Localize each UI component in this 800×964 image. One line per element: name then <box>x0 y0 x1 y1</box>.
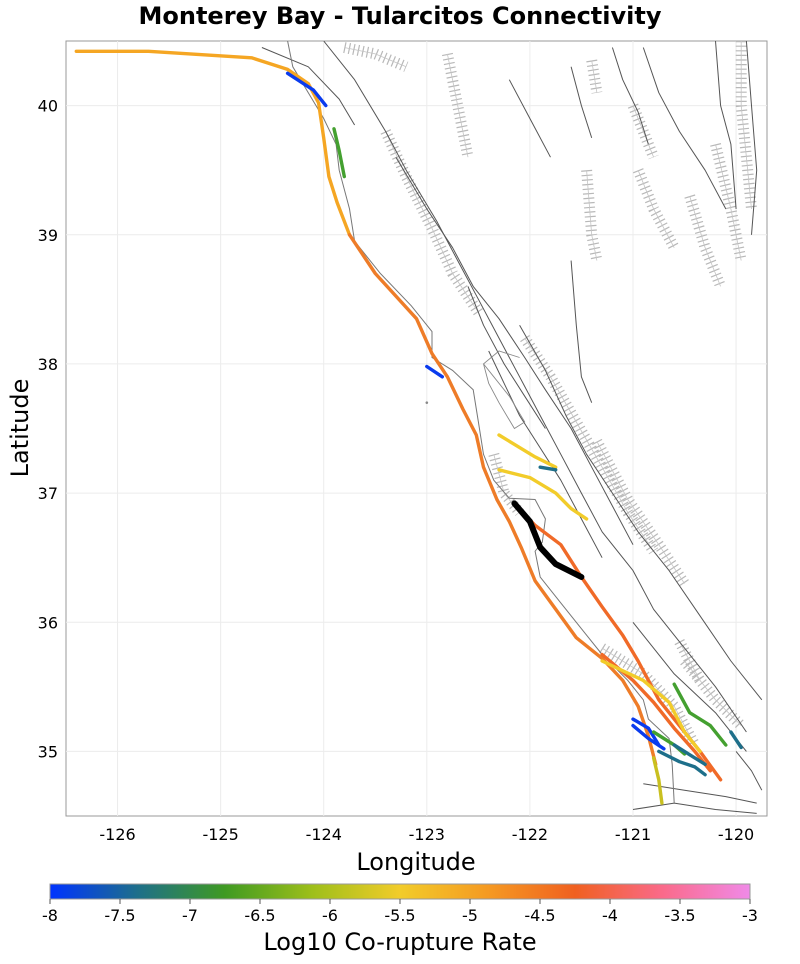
colorbar <box>49 883 751 900</box>
colorbar-label: Log10 Co-rupture Rate <box>263 928 537 956</box>
y-tick-label: 39 <box>38 226 58 245</box>
x-axis-label: Longitude <box>356 848 475 876</box>
fault-zone-outline <box>385 131 479 313</box>
grid-lines <box>66 41 767 816</box>
colorbar-tick-label: -4 <box>602 906 618 925</box>
selected-section-layer <box>511 500 585 580</box>
x-tick-label: -121 <box>615 825 651 844</box>
rupture-section <box>497 468 589 521</box>
y-tick-label: 36 <box>38 613 58 632</box>
fault-zone-outline <box>601 647 696 746</box>
background-fault <box>642 47 727 210</box>
rupture-section <box>332 127 346 179</box>
fault-zone-outline <box>679 641 701 681</box>
coastline <box>287 41 675 804</box>
rupture-section <box>631 717 661 747</box>
rupture-section <box>657 749 707 777</box>
fault-zone-outline <box>447 53 469 158</box>
x-tick-label: -122 <box>512 825 548 844</box>
selected-fault-section <box>511 500 585 580</box>
x-tick-label: -125 <box>202 825 238 844</box>
x-tick-label: -124 <box>306 825 342 844</box>
y-tick-label: 35 <box>38 742 58 761</box>
x-tick-label: -123 <box>409 825 445 844</box>
island-marker <box>425 401 429 404</box>
rupture-section <box>672 682 728 747</box>
background-fault <box>508 79 551 158</box>
rupture-section <box>729 730 743 750</box>
fault-zone-outline <box>684 660 742 726</box>
bay-outline <box>482 350 526 430</box>
background-fault <box>467 286 546 429</box>
colorbar-tick-label: -6.5 <box>244 906 275 925</box>
rupture-section <box>285 71 328 108</box>
background-fault <box>745 41 758 235</box>
coastline-layer <box>287 41 675 804</box>
background-fault <box>632 802 757 814</box>
rupture-layer <box>74 49 743 805</box>
fault-zone-outline <box>524 337 654 552</box>
background-fault <box>611 47 649 145</box>
colorbar-tick-label: -7.5 <box>104 906 135 925</box>
colorbar-tick-label: -7 <box>182 906 198 925</box>
fault-zone-outline <box>344 47 407 68</box>
fault-zone-outline <box>637 170 675 248</box>
rupture-section <box>651 756 664 805</box>
y-axis-ticks: 40 39 38 37 36 35 <box>38 97 58 762</box>
rupture-section <box>425 364 444 379</box>
y-tick-label: 40 <box>38 97 58 116</box>
fault-zone-outline <box>689 195 721 287</box>
background-fault <box>488 350 603 558</box>
chart-title: Monterey Bay - Tularcitos Connectivity <box>138 2 662 30</box>
colorbar-tick-label: -3 <box>742 906 758 925</box>
background-fault <box>395 156 634 545</box>
fault-zone-outline <box>586 170 598 261</box>
y-axis-label: Latitude <box>6 379 34 478</box>
y-tick-label: 37 <box>38 484 58 503</box>
background-fault-layer <box>261 41 763 814</box>
rupture-section <box>538 465 558 472</box>
rupture-section <box>672 743 707 766</box>
background-fault <box>570 260 593 403</box>
fault-zone-outline <box>632 105 654 158</box>
fault-zone-outline <box>740 41 752 209</box>
x-axis-ticks: -126 -125 -124 -123 -122 -121 -120 <box>99 825 754 844</box>
rupture-section <box>600 659 702 754</box>
colorbar-tick-label: -3.5 <box>664 906 695 925</box>
x-tick-label: -120 <box>718 825 754 844</box>
fault-zone-outline <box>596 441 685 584</box>
colorbar-tick-label: -5.5 <box>384 906 415 925</box>
fault-zone-layer <box>343 41 757 748</box>
rupture-section <box>74 49 352 237</box>
background-fault <box>519 324 763 701</box>
y-tick-label: 38 <box>38 355 58 374</box>
colorbar-tick-label: -4.5 <box>524 906 555 925</box>
background-fault <box>570 66 593 139</box>
background-fault <box>261 47 356 126</box>
plot-area <box>65 40 768 817</box>
x-tick-label: -126 <box>99 825 135 844</box>
colorbar-ticks: -8 -7.5 -7 -6.5 -6 -5.5 -5 -4.5 -4 -3.5 -3 <box>42 899 758 925</box>
background-fault <box>643 783 757 804</box>
rupture-section <box>497 433 558 469</box>
rupture-section <box>631 723 666 751</box>
fault-zone-outline <box>715 144 742 261</box>
background-fault <box>735 751 763 791</box>
colorbar-tick-label: -6 <box>322 906 338 925</box>
colorbar-tick-label: -8 <box>42 906 58 925</box>
rupture-section <box>347 233 658 766</box>
fault-zone-outline <box>591 60 598 93</box>
background-fault <box>323 41 747 733</box>
colorbar-tick-label: -5 <box>462 906 478 925</box>
rupture-section <box>600 652 712 773</box>
background-fault <box>715 41 737 209</box>
